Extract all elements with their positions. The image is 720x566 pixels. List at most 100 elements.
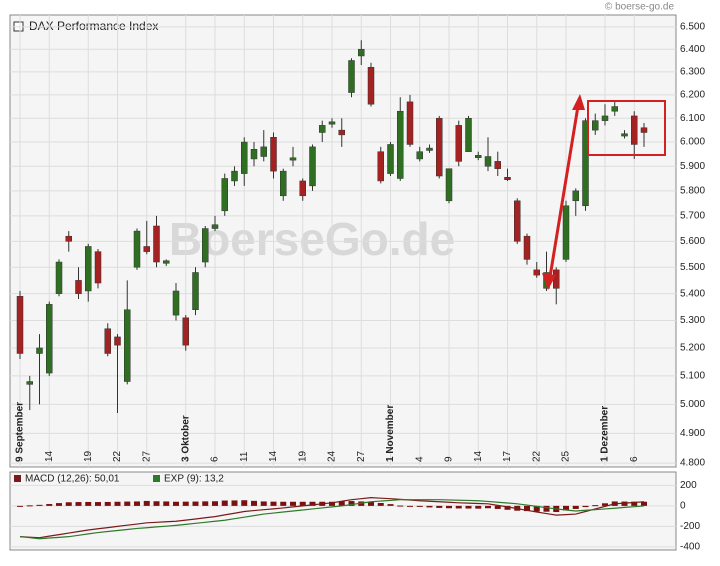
legend-swatch [14,475,21,482]
x-tick-label: 22 [531,450,542,462]
y-tick-label: -400 [680,542,700,553]
candle-body [426,147,433,151]
candle-body [592,120,599,131]
chart-title: DAX Performance Index [29,19,158,33]
candle-body [250,149,258,160]
y-tick-label: 0 [680,501,686,512]
x-tick-label: 9 September [15,402,26,462]
histogram-bar [368,501,374,506]
candle-body [328,121,336,125]
histogram-bar [387,504,394,506]
y-tick-label: 6.500 [680,22,705,33]
histogram-bar [153,501,160,506]
watermark: BoerseGo.de [169,213,455,265]
histogram-bar [533,505,540,512]
candle-body [280,170,287,197]
y-tick-label: 5.800 [680,185,705,196]
histogram-bar [377,502,384,506]
y-tick-label: 5.500 [680,262,705,273]
histogram-bar [299,501,306,506]
histogram-bar [338,501,345,506]
candle-body [562,205,570,260]
candle-body [270,137,277,172]
macd-line [19,497,645,539]
histogram-bar [524,505,530,512]
y-tick-label: 5.200 [680,343,705,354]
y-tick-label: -200 [680,521,700,532]
candle-body [114,336,121,346]
histogram-bar [231,500,238,506]
x-tick-label: 14 [473,450,484,462]
x-tick-label: 19 [297,450,308,462]
y-tick-label: 5.000 [680,399,705,410]
candle-body [16,296,24,354]
x-tick-label: 1 Dezember [600,406,611,462]
y-tick-label: 6.100 [680,113,705,124]
x-tick-label: 14 [44,450,55,462]
candle-body [514,200,521,242]
legend-label: MACD (12,26): 50,01 [25,474,120,485]
histogram-bar [485,505,491,509]
x-tick-label: 27 [356,450,367,462]
histogram-bar [270,501,277,506]
histogram-bar [329,501,335,506]
candle-body [289,157,297,161]
histogram-bar [455,505,462,509]
copyright: © boerse-go.de [605,2,675,13]
x-tick-label: 24 [327,450,338,462]
histogram-bar [46,504,53,506]
histogram-bar [134,501,140,506]
candle-body [406,101,414,145]
candle-body [611,106,618,112]
candle-body [163,260,170,264]
candle-body [231,170,238,182]
candle-body [153,225,160,263]
y-tick-label: 5.900 [680,161,705,172]
candle-body [319,125,326,133]
candle-body [387,144,394,174]
x-tick-label: 17 [502,450,513,462]
histogram-bar [602,503,608,506]
candle-body [26,381,33,385]
y-tick-label: 5.100 [680,371,705,382]
histogram-bar [397,505,404,507]
histogram-bar [260,501,267,506]
candle-body [182,317,189,346]
y-tick-label: 6.000 [680,137,705,148]
x-tick-label: 14 [268,450,279,462]
candle-body [523,235,531,260]
histogram-bar [202,501,209,506]
candle-body [55,261,63,294]
y-tick-label: 5.600 [680,236,705,247]
y-tick-label: 4.800 [680,458,705,469]
histogram-bar [173,501,179,506]
histogram-bar [95,502,101,506]
x-tick-label: 19 [83,450,94,462]
y-tick-label: 6.400 [680,44,705,55]
candle-body [484,156,492,167]
candle-body [260,146,267,157]
candle-body [465,118,472,152]
y-tick-label: 200 [680,480,697,491]
legend-label: EXP (9): 13,2 [164,474,224,485]
y-tick-label: 5.400 [680,288,705,299]
candle-body [124,309,131,382]
x-tick-label: 25 [561,450,572,462]
candle-body [416,151,423,160]
candle-body [202,228,209,263]
candle-body [494,161,501,169]
histogram-bar [582,505,589,508]
candle-body [133,230,141,268]
histogram-bar [407,505,413,507]
candle-body [533,269,540,276]
histogram-bar [416,505,423,507]
candle-body [85,246,92,292]
candle-body [172,290,180,316]
candle-body [553,269,560,289]
candle-body [143,246,150,252]
x-tick-label: 1 November [385,405,396,462]
histogram-bar [563,505,569,511]
histogram-bar [426,505,433,508]
candle-body [621,133,628,137]
annotation [542,94,666,290]
